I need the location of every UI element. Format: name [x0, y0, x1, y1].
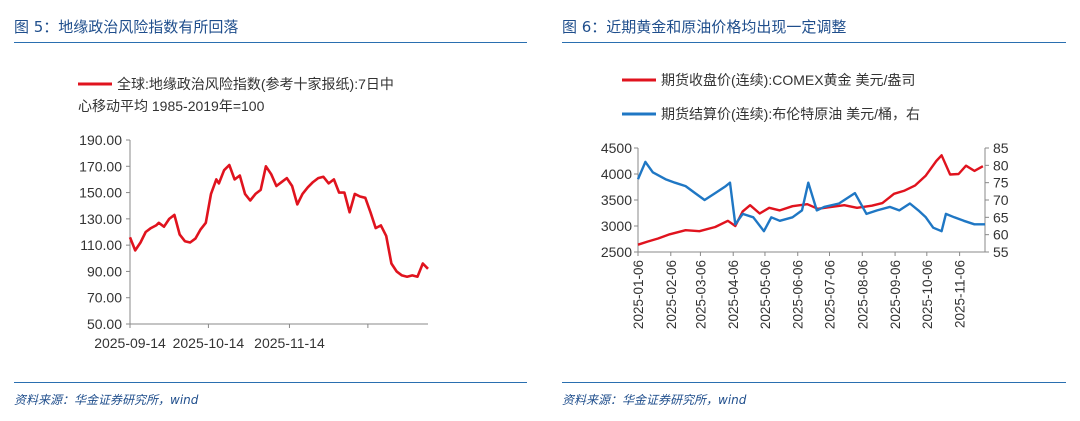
y-tick-label: 90.00: [87, 263, 122, 279]
y-tick-label: 50.00: [87, 316, 122, 332]
x-tick-label: 2025-02-06: [664, 260, 679, 329]
legend-label-brent: 期货结算价(连续):布伦特原油 美元/桶，右: [661, 106, 920, 122]
x-tick-label: 2025-08-06: [855, 260, 870, 329]
y-tick-label-right: 75: [993, 175, 1009, 191]
series-line-geo-risk: [128, 163, 429, 278]
x-tick-label: 2025-11-06: [953, 260, 968, 328]
x-tick-label: 2025-10-06: [920, 260, 935, 329]
y-tick-label-left: 3500: [601, 192, 632, 208]
y-tick-label-left: 2500: [601, 244, 632, 260]
x-tick-label: 2025-07-06: [823, 260, 838, 329]
x-tick-label: 2025-01-06: [631, 260, 646, 329]
series-line-gold: [637, 154, 984, 246]
y-tick-label-right: 55: [993, 244, 1009, 260]
y-tick-label-right: 70: [993, 192, 1009, 208]
x-tick-label: 2025-04-06: [726, 260, 741, 329]
y-tick-label-right: 65: [993, 209, 1009, 225]
y-tick-label: 130.00: [79, 211, 122, 227]
x-tick-label: 2025-11-14: [254, 335, 325, 351]
source-rule: [14, 382, 527, 383]
source-note: 资料来源：华金证券研究所，wind: [562, 393, 747, 407]
x-tick-label: 2025-06-06: [791, 260, 806, 329]
legend-label-line-1: 全球:地缘政治风险指数(参考十家报纸):7日中: [117, 76, 394, 92]
y-tick-label: 70.00: [87, 290, 122, 306]
y-tick-label-right: 85: [993, 140, 1009, 156]
x-tick-label: 2025-09-14: [94, 335, 166, 351]
title-rule: [14, 42, 527, 43]
y-tick-label: 110.00: [80, 237, 122, 253]
y-tick-label: 150.00: [79, 185, 122, 201]
title-rule: [562, 42, 1066, 43]
figure-6-panel: 图 6：近期黄金和原油价格均出现一定调整 期货收盘价(连续):COMEX黄金 美…: [548, 0, 1080, 421]
series-line-brent: [636, 160, 985, 233]
y-tick-label-left: 3000: [601, 218, 632, 234]
legend-label-line-2: 心移动平均 1985-2019年=100: [78, 98, 265, 114]
y-tick-label: 170.00: [79, 158, 122, 174]
y-tick-label-right: 80: [993, 157, 1009, 173]
y-tick-label-right: 60: [993, 227, 1009, 243]
source-rule: [562, 382, 1066, 383]
x-tick-label: 2025-03-06: [693, 260, 708, 329]
y-tick-label-left: 4000: [601, 166, 632, 182]
legend-label-gold: 期货收盘价(连续):COMEX黄金 美元/盎司: [661, 72, 915, 88]
y-tick-label-left: 4500: [601, 140, 632, 156]
y-tick-label: 190.00: [79, 132, 122, 148]
x-tick-label: 2025-10-14: [173, 335, 245, 351]
figure-5-panel: 图 5：地缘政治风险指数有所回落 全球:地缘政治风险指数(参考十家报纸):7日中…: [0, 0, 535, 421]
figure-title: 图 6：近期黄金和原油价格均出现一定调整: [562, 18, 847, 36]
x-tick-label: 2025-05-06: [758, 260, 773, 329]
x-tick-label: 2025-09-06: [888, 260, 903, 329]
source-note: 资料来源：华金证券研究所，wind: [14, 393, 199, 407]
figure-title: 图 5：地缘政治风险指数有所回落: [14, 18, 239, 36]
